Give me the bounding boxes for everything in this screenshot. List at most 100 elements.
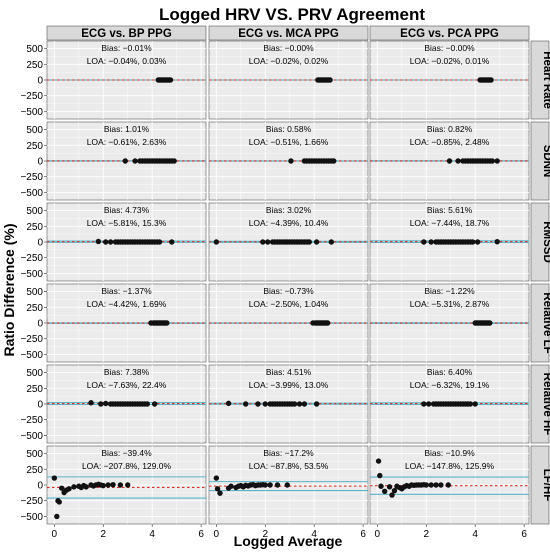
row-strip: [530, 40, 550, 120]
data-point: [54, 513, 60, 520]
y-axis-label: Ratio Difference (%): [1, 223, 17, 356]
data-point: [225, 400, 232, 407]
bias-annotation: Bias: −1.37%: [101, 286, 152, 296]
loa-annotation: LOA: −0.51%, 1.66%: [249, 137, 329, 147]
row-strip-label: RMSSD: [541, 221, 550, 263]
bias-annotation: Bias: −0.00%: [263, 43, 314, 53]
y-tick-label: 250: [26, 465, 43, 476]
data-point: [107, 239, 114, 245]
loa-annotation: LOA: −4.39%, 10.4%: [249, 218, 329, 228]
y-tick-label: −500: [20, 431, 43, 442]
data-point: [487, 320, 493, 326]
data-point: [228, 483, 234, 489]
loa-annotation: LOA: −0.04%, 0.03%: [87, 56, 167, 66]
x-tick-label: 2: [423, 529, 429, 540]
data-point: [313, 239, 320, 245]
data-point: [489, 158, 496, 164]
data-point: [213, 475, 220, 481]
data-point: [421, 401, 427, 407]
bias-annotation: Bias: −0.73%: [263, 286, 314, 296]
data-point: [164, 320, 170, 326]
data-point: [167, 77, 174, 83]
data-point: [288, 158, 294, 164]
data-point: [445, 482, 451, 488]
loa-annotation: LOA: −5.31%, 2.87%: [410, 299, 490, 309]
y-tick-label: 0: [37, 319, 43, 330]
loa-annotation: LOA: −5.81%, 15.3%: [87, 218, 167, 228]
y-tick-label: 500: [26, 449, 43, 460]
row-strip: [530, 364, 550, 444]
y-tick-label: −500: [20, 269, 43, 280]
row-strip-label: Relative HF: [541, 373, 550, 436]
data-point: [470, 239, 476, 245]
y-tick-label: 500: [26, 368, 43, 379]
loa-annotation: LOA: −4.42%, 1.69%: [87, 299, 167, 309]
data-point: [291, 401, 298, 407]
data-point: [105, 482, 111, 488]
y-tick-label: 0: [37, 238, 43, 249]
data-point: [421, 239, 427, 245]
data-point: [313, 401, 320, 407]
data-point: [426, 401, 432, 407]
y-tick-label: −250: [20, 496, 43, 507]
bias-annotation: Bias: 5.61%: [427, 205, 473, 215]
data-point: [51, 475, 58, 481]
data-point: [213, 239, 220, 245]
y-tick-label: −500: [20, 107, 43, 118]
loa-annotation: LOA: −0.02%, 0.01%: [410, 56, 490, 66]
data-point: [467, 401, 473, 407]
bias-annotation: Bias: 0.58%: [266, 124, 312, 134]
panels-layer: ECG vs. BP PPG ECG vs. MCA PPG ECG vs. PCA…: [20, 25, 550, 540]
data-point: [494, 158, 500, 164]
data-point: [381, 488, 388, 494]
data-point: [386, 484, 393, 490]
x-tick-label: 0: [375, 529, 381, 540]
data-point: [95, 238, 102, 245]
column-strip-label: ECG vs. PCA PPG: [400, 28, 499, 40]
y-tick-label: −250: [20, 253, 43, 264]
data-point: [474, 239, 481, 245]
bias-annotation: Bias: 0.82%: [427, 124, 473, 134]
bias-annotation: Bias: −0.01%: [101, 43, 152, 53]
y-tick-label: −500: [20, 188, 43, 199]
x-tick-label: 0: [214, 529, 220, 540]
data-point: [327, 77, 333, 83]
y-tick-label: 250: [26, 303, 43, 314]
data-point: [214, 486, 221, 492]
row-strip-label: Relative LF: [541, 292, 550, 353]
x-tick-label: 6: [521, 529, 527, 540]
x-tick-label: 2: [100, 529, 106, 540]
y-tick-label: 250: [26, 141, 43, 152]
data-point: [242, 401, 249, 407]
data-point: [71, 484, 77, 490]
y-tick-label: 500: [26, 44, 43, 55]
row-strip: [530, 283, 550, 363]
y-tick-label: −250: [20, 415, 43, 426]
data-point: [377, 472, 383, 479]
bias-annotation: Bias: −1.22%: [424, 286, 475, 296]
y-tick-label: 250: [26, 222, 43, 233]
data-point: [125, 482, 131, 488]
loa-annotation: LOA: −87.8%, 53.5%: [249, 461, 329, 471]
y-tick-label: −500: [20, 350, 43, 361]
x-tick-label: 6: [360, 529, 366, 540]
data-point: [296, 401, 303, 407]
y-tick-label: 0: [37, 400, 43, 411]
y-tick-label: 500: [26, 287, 43, 298]
x-tick-label: 4: [472, 529, 478, 540]
data-point: [324, 320, 331, 326]
y-tick-label: 500: [26, 206, 43, 217]
row-strip-label: Heart Rate: [541, 51, 550, 109]
y-tick-label: −500: [20, 512, 43, 523]
loa-annotation: LOA: −207.8%, 129.0%: [82, 461, 172, 471]
data-point: [438, 482, 444, 488]
data-point: [83, 484, 89, 490]
y-tick-label: 250: [26, 60, 43, 71]
x-tick-label: 0: [52, 529, 58, 540]
column-strip-label: ECG vs. BP PPG: [81, 28, 172, 40]
bias-annotation: Bias: 4.51%: [266, 367, 312, 377]
data-point: [100, 482, 106, 489]
loa-annotation: LOA: −0.61%, 2.63%: [87, 137, 167, 147]
data-point: [428, 239, 434, 245]
loa-annotation: LOA: −147.8%, 125.9%: [405, 461, 495, 471]
